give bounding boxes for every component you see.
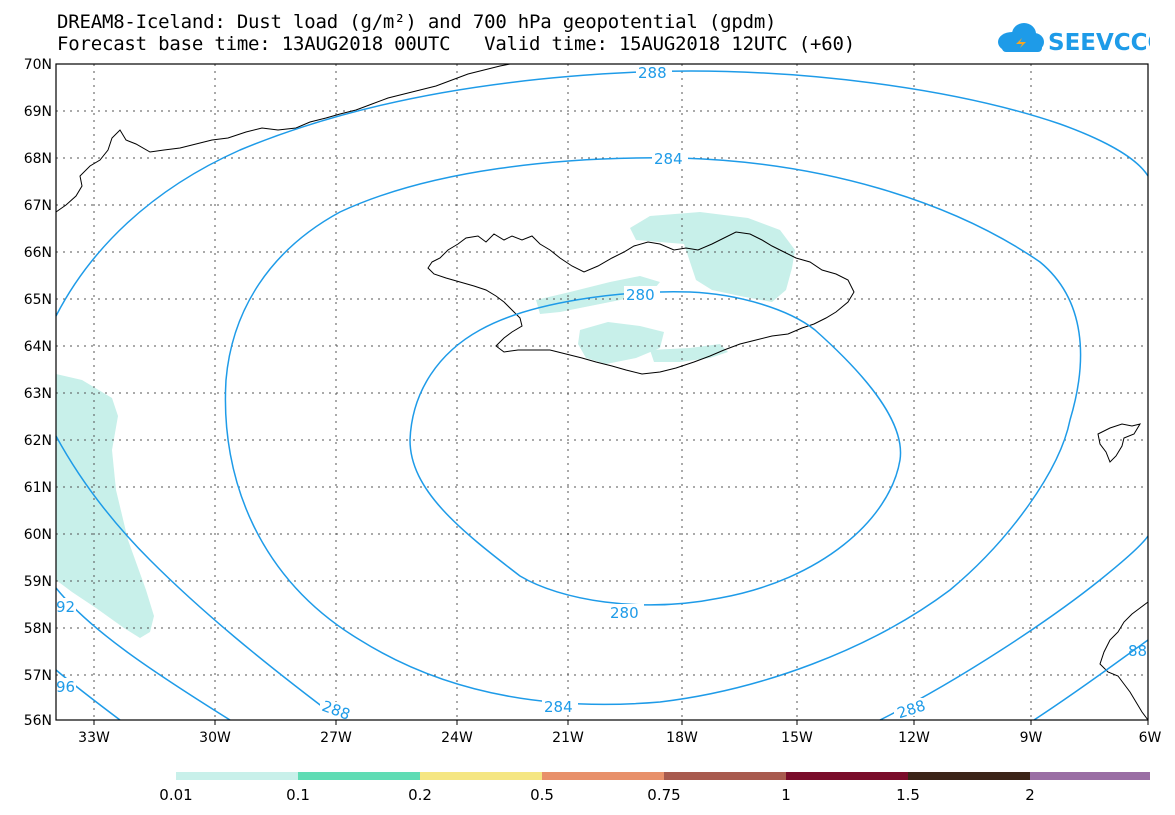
lat-label: 57N (24, 668, 52, 684)
longitude-axis: 33W 30W 27W 24W 21W 18W 15W 12W 9W 6W (78, 720, 1162, 746)
dust-patch-north-iceland (630, 212, 795, 302)
colorbar-swatch (908, 772, 1030, 780)
iceland-coast (427, 231, 855, 375)
colorbar-label: 2 (1025, 786, 1035, 804)
lat-label: 63N (24, 386, 52, 402)
lon-label: 18W (666, 730, 698, 746)
lat-label: 65N (24, 292, 52, 308)
contour-label: 96 (56, 678, 75, 696)
contour-label: 88 (1128, 642, 1147, 660)
lat-label: 62N (24, 433, 52, 449)
colorbar-swatch (420, 772, 542, 780)
contour-288-sw (55, 435, 341, 721)
colorbar-label: 0.5 (530, 786, 554, 804)
lon-label: 21W (552, 730, 584, 746)
lon-label: 6W (1139, 730, 1162, 746)
lon-label: 33W (78, 730, 110, 746)
lon-label: 27W (320, 730, 352, 746)
colorbar-swatch (298, 772, 420, 780)
colorbar: 0.01 0.1 0.2 0.5 0.75 1 1.5 2 (159, 772, 1150, 804)
contour-288-se (879, 535, 1149, 721)
lon-label: 12W (898, 730, 930, 746)
dust-load-shading (56, 212, 795, 638)
latitude-axis: 70N 69N 68N 67N 66N 65N 64N 63N 62N 61N … (24, 57, 52, 729)
logo-text: SEEVCCC (1048, 30, 1150, 56)
map-frame (55, 63, 1149, 721)
lat-label: 64N (24, 339, 52, 355)
contour-label: 280 (626, 286, 655, 304)
faroe-islands-coast (1097, 423, 1142, 463)
lon-label: 24W (441, 730, 473, 746)
lon-label: 15W (781, 730, 813, 746)
map-title: DREAM8-Iceland: Dust load (g/m²) and 700… (57, 11, 777, 33)
seevccc-logo: SEEVCCC (998, 23, 1150, 56)
contour-label: 280 (610, 604, 639, 622)
colorbar-swatch (1030, 772, 1150, 780)
lon-label: 30W (199, 730, 231, 746)
dust-patch-central-iceland (536, 276, 660, 314)
contour-label-group: 288 284 280 280 284 288 288 92 96 88 (56, 64, 1147, 724)
contour-284 (224, 157, 1082, 706)
lon-label: 9W (1020, 730, 1043, 746)
greenland-coast (55, 63, 511, 213)
contour-296 (55, 669, 121, 721)
lat-label: 59N (24, 574, 52, 590)
colorbar-label: 0.2 (408, 786, 432, 804)
colorbar-label: 1 (781, 786, 791, 804)
scotland-coast (1099, 601, 1149, 721)
dust-patch-west (56, 374, 154, 638)
lat-label: 70N (24, 57, 52, 73)
colorbar-swatch (786, 772, 908, 780)
map-subtitle: Forecast base time: 13AUG2018 00UTC Vali… (57, 33, 855, 55)
dust-patch-southeast-iceland (650, 344, 728, 362)
contour-label: 92 (56, 598, 75, 616)
graticule (56, 64, 1148, 720)
cloud-icon (998, 23, 1044, 52)
contour-label: 284 (544, 698, 573, 716)
lat-label: 66N (24, 245, 52, 261)
contour-288-outer (55, 70, 1149, 317)
colorbar-swatch (542, 772, 664, 780)
contour-label: 288 (638, 64, 667, 82)
lat-label: 69N (24, 104, 52, 120)
colorbar-swatch (176, 772, 298, 780)
geopotential-contours (55, 70, 1149, 721)
lat-label: 56N (24, 713, 52, 729)
lat-label: 60N (24, 527, 52, 543)
lat-label: 58N (24, 621, 52, 637)
colorbar-label: 0.01 (159, 786, 192, 804)
contour-280 (409, 291, 902, 606)
colorbar-label: 0.1 (286, 786, 310, 804)
contour-label: 284 (654, 150, 683, 168)
lat-label: 67N (24, 198, 52, 214)
lat-label: 61N (24, 480, 52, 496)
coastlines (55, 63, 1149, 721)
colorbar-label: 0.75 (647, 786, 680, 804)
contour-288-east (1033, 639, 1149, 721)
colorbar-swatch (664, 772, 786, 780)
lat-label: 68N (24, 151, 52, 167)
dust-patch-south-iceland (578, 322, 664, 364)
colorbar-label: 1.5 (896, 786, 920, 804)
